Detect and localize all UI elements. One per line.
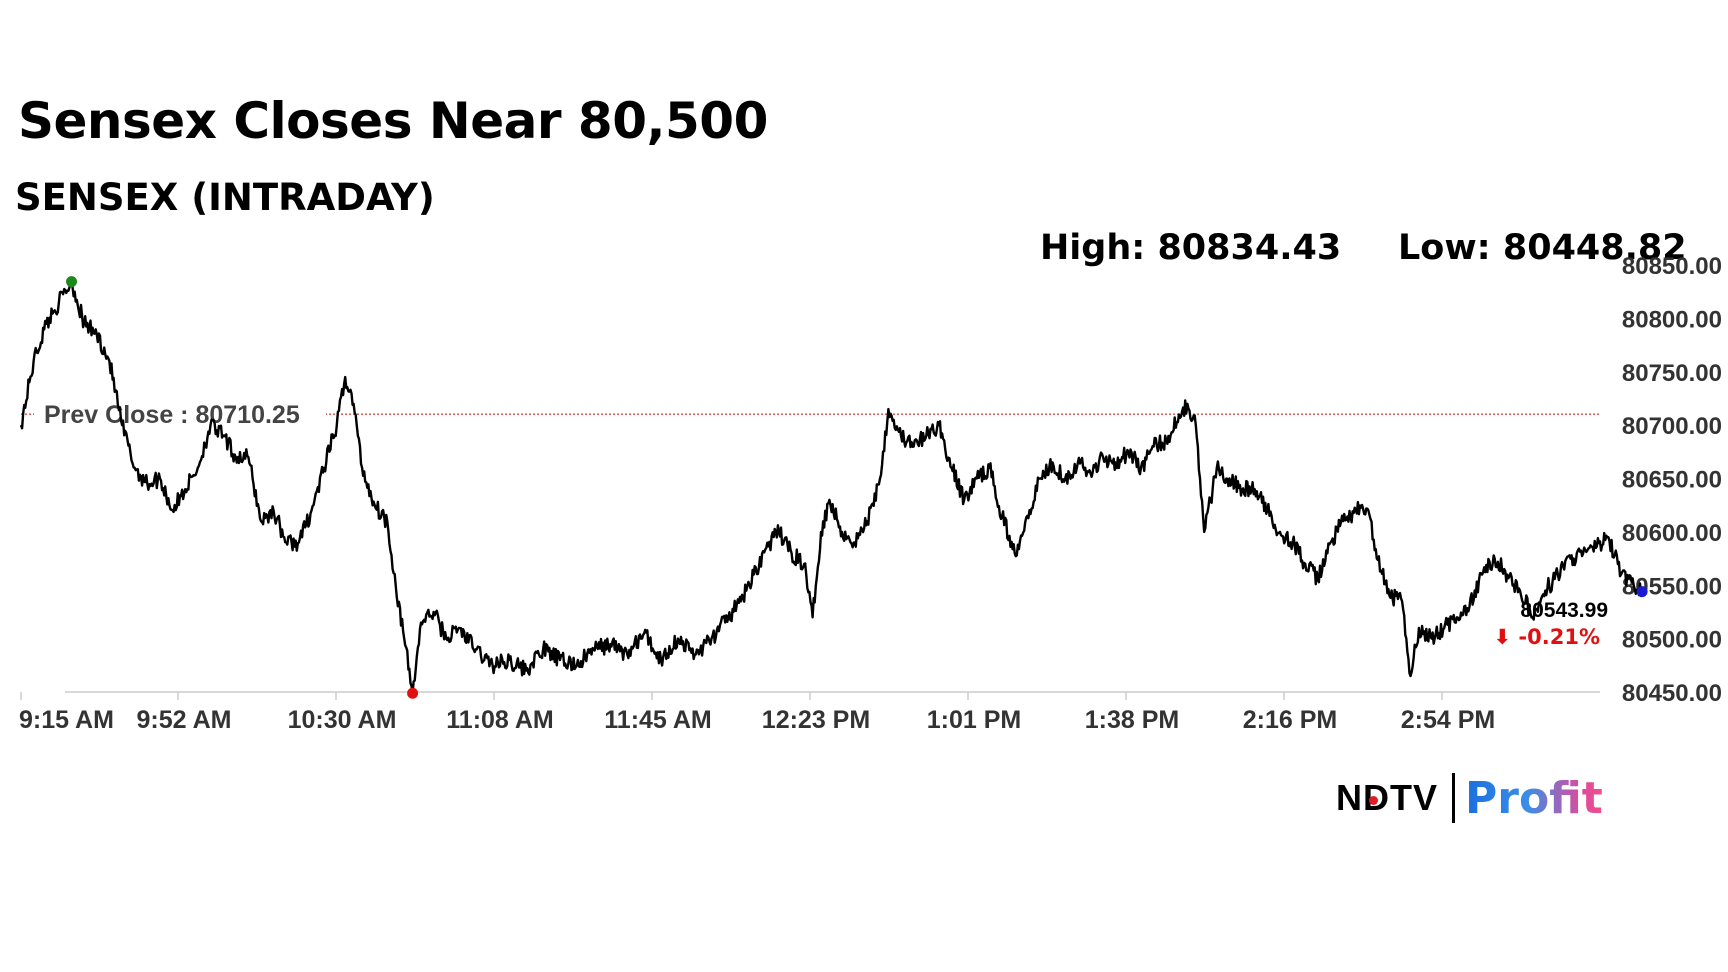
y-tick-label: 80450.00: [1622, 680, 1722, 707]
last-value-label: 80543.99: [1520, 599, 1608, 622]
y-tick-label: 80500.00: [1622, 627, 1722, 654]
x-tick-label: 9:52 AM: [137, 706, 232, 734]
x-tick-label: 9:15 AM: [19, 706, 114, 734]
y-tick-label: 80850.00: [1622, 253, 1722, 280]
headline: Sensex Closes Near 80,500: [18, 92, 768, 150]
y-tick-label: 80650.00: [1622, 467, 1722, 494]
x-tick-label: 11:08 AM: [446, 706, 553, 734]
y-tick-label: 80700.00: [1622, 413, 1722, 440]
chart-title: SENSEX (INTRADAY): [15, 176, 435, 219]
y-tick-label: 80750.00: [1622, 360, 1722, 387]
ndtv-dot-icon: [1369, 796, 1378, 805]
ndtv-profit-logo: NDTV Profit: [1336, 770, 1603, 826]
x-tick-label: 10:30 AM: [288, 706, 397, 734]
low-marker: [407, 687, 419, 699]
price-line: [19, 279, 1644, 695]
y-axis: 80850.00 80800.00 80750.00 80700.00 80650.00…: [1622, 253, 1722, 707]
y-tick-label: 80550.00: [1622, 573, 1722, 600]
high-label: High: 80834.43: [1040, 228, 1342, 268]
profit-wordmark: Profit: [1465, 772, 1603, 824]
logo-divider: [1452, 773, 1455, 823]
x-tick-label: 11:45 AM: [604, 706, 711, 734]
x-tick-label: 1:01 PM: [927, 706, 1021, 734]
ndtv-wordmark: NDTV: [1336, 777, 1438, 818]
y-tick-label: 80600.00: [1622, 520, 1722, 547]
last-value-marker: [1636, 586, 1648, 598]
prev-close-label-bg: [34, 394, 326, 433]
change-percent-label: ⬇ -0.21%: [1494, 625, 1600, 649]
x-tick-label: 2:54 PM: [1401, 706, 1495, 734]
prev-close-label: Prev Close : 80710.25: [44, 401, 300, 429]
y-tick-label: 80800.00: [1622, 306, 1722, 333]
low-label: Low: 80448.82: [1398, 228, 1687, 268]
x-tick-label: 1:38 PM: [1085, 706, 1179, 734]
x-axis: 9:15 AM 9:52 AM 10:30 AM 11:08 AM 11:45 AM 12…: [19, 691, 1600, 734]
x-tick-label: 2:16 PM: [1243, 706, 1337, 734]
x-tick-label: 12:23 PM: [762, 706, 870, 734]
high-marker: [66, 276, 78, 288]
